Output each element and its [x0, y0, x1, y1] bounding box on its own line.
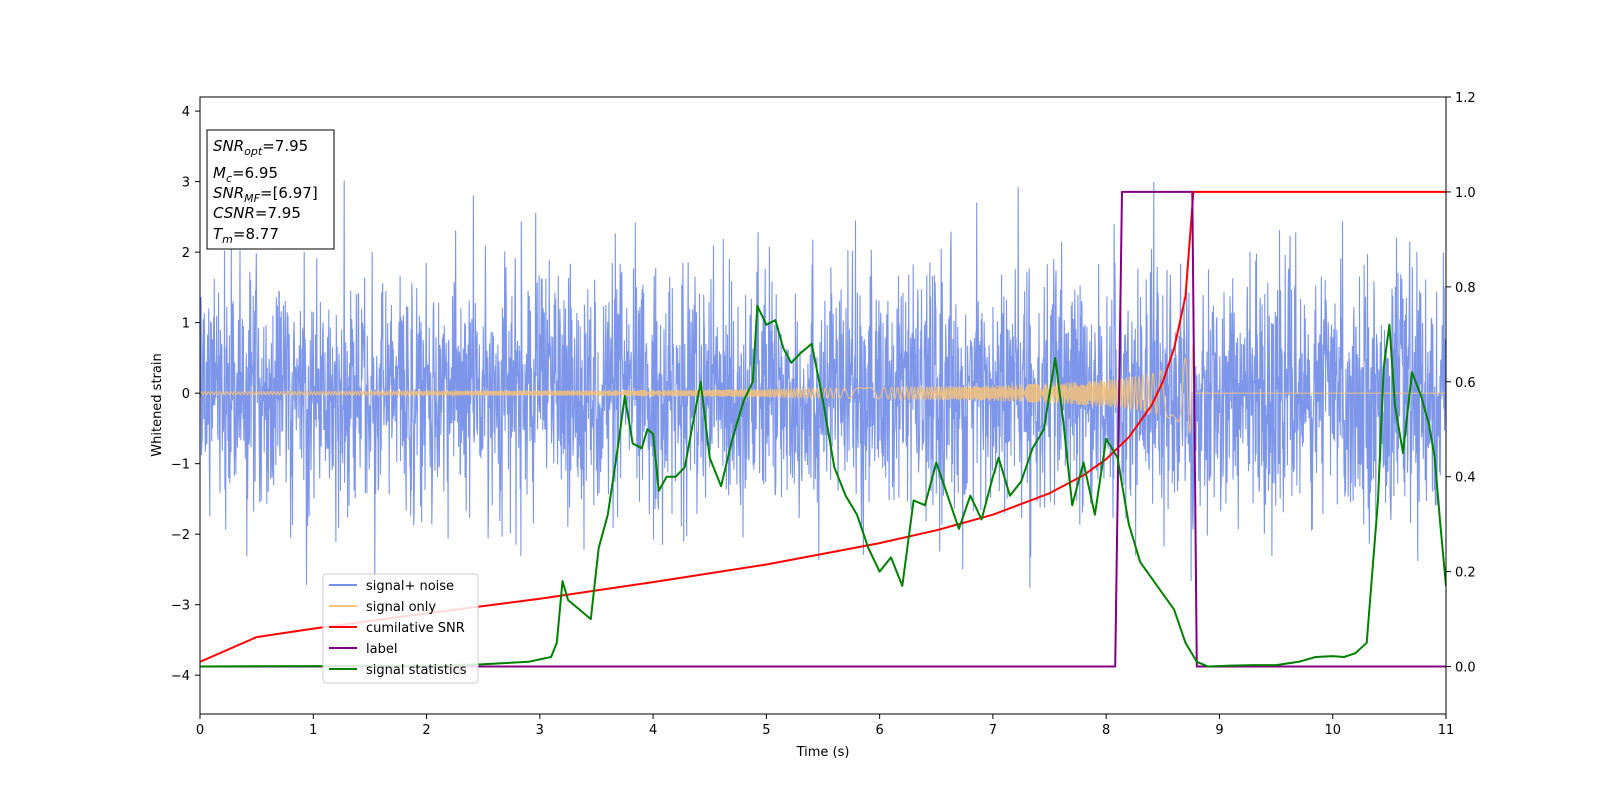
- legend-label-label: label: [366, 642, 397, 657]
- x-tick-label: 4: [649, 723, 657, 738]
- info-box: SNRopt=7.95 Mc=6.95 SNRMF=[6.97] CSNR=7.…: [206, 129, 335, 250]
- legend-label-signal: signal only: [366, 600, 436, 615]
- legend-label-noise: signal+ noise: [366, 579, 454, 594]
- y-right-tick-label: 1.0: [1455, 186, 1476, 201]
- axes: 0 1 2 3 4 5 6 7 8 9 10 1143210−1−2−3−41.21.00.80.60…: [171, 91, 1476, 738]
- plot-frame: [199, 96, 1447, 715]
- legend-label-stats: signal statistics: [366, 663, 467, 678]
- x-tick-label: 5: [762, 723, 770, 738]
- info-tm: Tm=8.77: [213, 225, 279, 246]
- series-signal-noise: [200, 180, 1446, 588]
- series-label: [200, 190, 1446, 668]
- series-cumulative-snr: [200, 190, 1446, 663]
- x-axis-label: Time (s): [796, 745, 850, 760]
- y-left-tick-label: −1: [171, 458, 190, 473]
- x-tick-label: 2: [422, 723, 430, 738]
- series-signal-statistics: [200, 304, 1446, 668]
- y-axis-label: Whitened strain: [150, 353, 165, 456]
- y-left-tick-label: −4: [171, 669, 190, 684]
- y-right-tick-label: 0.4: [1455, 471, 1476, 486]
- info-snr-mf: SNRMF=[6.97]: [213, 184, 318, 205]
- y-right-tick-label: 0.6: [1455, 376, 1476, 391]
- x-tick-label: 11: [1438, 723, 1455, 738]
- y-right-tick-label: 1.2: [1455, 91, 1476, 106]
- y-right-tick-label: 0.8: [1455, 281, 1476, 296]
- legend-frame: [322, 573, 479, 684]
- x-tick-label: 10: [1324, 723, 1341, 738]
- y-right-tick-label: 0.2: [1455, 566, 1476, 581]
- y-left-tick-label: 4: [182, 105, 190, 120]
- y-left-tick-label: 2: [182, 246, 190, 261]
- y-left-tick-label: 1: [182, 317, 190, 332]
- x-tick-label: 8: [1102, 723, 1110, 738]
- info-snr-opt: SNRopt=7.95: [213, 137, 308, 158]
- x-tick-label: 7: [989, 723, 997, 738]
- info-mc: Mc=6.95: [213, 164, 278, 185]
- y-left-tick-label: 0: [182, 387, 190, 402]
- x-tick-label: 6: [875, 723, 883, 738]
- x-tick-label: 1: [309, 723, 317, 738]
- y-left-tick-label: 3: [182, 176, 190, 191]
- x-tick-label: 3: [536, 723, 544, 738]
- y-left-tick-label: −3: [171, 599, 190, 614]
- info-box-frame: [206, 129, 335, 250]
- legend: signal+ noise signal only cumilative SNR…: [322, 573, 479, 684]
- x-tick-label: 9: [1215, 723, 1223, 738]
- x-tick-label: 0: [196, 723, 204, 738]
- legend-label-cum-snr: cumilative SNR: [366, 621, 465, 636]
- y-right-tick-label: 0.0: [1455, 661, 1476, 676]
- plot-area: [200, 180, 1446, 668]
- info-csnr: CSNR=7.95: [213, 204, 301, 222]
- y-left-tick-label: −2: [171, 528, 190, 543]
